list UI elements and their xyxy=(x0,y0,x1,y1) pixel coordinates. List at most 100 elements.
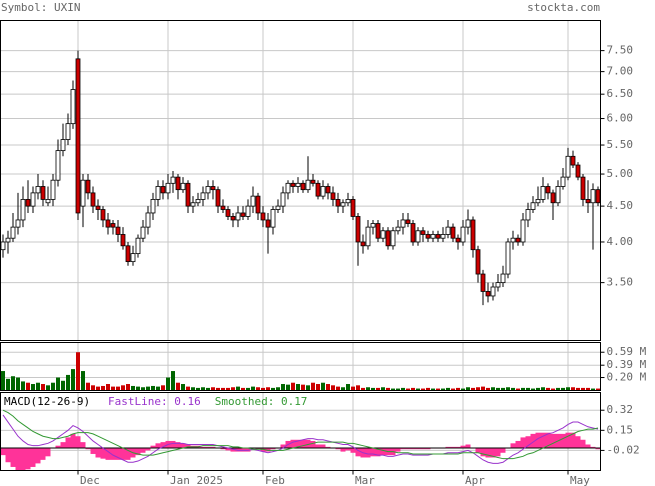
volume-bar xyxy=(546,387,550,391)
y-tick-label: 4.50 xyxy=(607,199,634,212)
legend: FastLine: 0.16 Smoothed: 0.17 xyxy=(108,395,307,408)
candle-body xyxy=(135,237,141,255)
volume-bar xyxy=(101,385,105,391)
candle-body xyxy=(450,226,456,239)
candle-body xyxy=(345,199,351,204)
macd-line xyxy=(2,409,599,460)
volume-bar xyxy=(591,388,595,391)
y-tick-label: 6.50 xyxy=(607,87,634,100)
candle-body xyxy=(80,179,86,207)
volume-bar xyxy=(551,388,555,391)
x-tick-label: Apr xyxy=(465,474,485,486)
histogram-bar xyxy=(490,448,496,458)
volume-bar xyxy=(576,387,580,391)
histogram-bar xyxy=(85,448,91,450)
histogram-bar xyxy=(180,443,186,449)
histogram-bar xyxy=(290,439,296,449)
candle-body xyxy=(435,234,441,239)
candle-body xyxy=(580,176,586,200)
volume-bar xyxy=(11,376,15,391)
candle-body xyxy=(275,205,281,210)
candle-body xyxy=(530,202,536,210)
histogram-bar xyxy=(320,444,326,449)
candle-body xyxy=(45,199,51,204)
candle-body xyxy=(205,186,211,194)
candle-body xyxy=(145,212,151,228)
histogram-bar xyxy=(260,448,266,452)
candle-body xyxy=(65,123,71,140)
histogram-bar xyxy=(395,448,401,452)
x-tick-label: May xyxy=(570,474,590,486)
candle-body xyxy=(320,186,326,197)
histogram-bar xyxy=(365,448,371,458)
volume-bar xyxy=(281,384,285,391)
x-tick-label: Feb xyxy=(265,474,285,486)
volume-bar xyxy=(521,387,525,391)
symbol-title: Symbol: UXIN xyxy=(1,1,80,14)
y-tick-label: 3.50 xyxy=(607,276,634,289)
volume-bar xyxy=(481,386,485,391)
candle-body xyxy=(525,209,531,221)
volume-bar xyxy=(486,387,490,391)
candle-body xyxy=(315,182,321,197)
volume-bar xyxy=(356,385,360,391)
histogram-bar xyxy=(270,448,276,450)
histogram-bar xyxy=(170,440,176,449)
volume-bar xyxy=(491,387,495,391)
candle-body xyxy=(70,89,76,125)
candle-body xyxy=(395,226,401,232)
histogram-bar xyxy=(510,443,516,449)
histogram-bar xyxy=(375,448,381,457)
histogram-bar xyxy=(535,432,541,449)
candle-body xyxy=(550,192,556,204)
histogram-bar xyxy=(255,448,261,450)
histogram-bar xyxy=(590,446,596,449)
volume-bar xyxy=(301,384,305,391)
histogram-bar xyxy=(200,446,206,449)
volume-bar xyxy=(276,387,280,391)
candle-body xyxy=(560,176,566,187)
y-tick-label: 0.15 xyxy=(607,423,634,436)
candle-body xyxy=(260,212,266,221)
candle-body xyxy=(40,186,46,200)
candle-body xyxy=(555,186,561,204)
candle-body xyxy=(465,219,471,228)
y-tick-label: 6.00 xyxy=(607,112,634,125)
volume-bar xyxy=(511,387,515,391)
volume-bar xyxy=(256,387,260,391)
candle-body xyxy=(265,219,271,228)
volume-bar xyxy=(266,387,270,391)
candle-body xyxy=(500,273,506,284)
volume-bar xyxy=(541,387,545,391)
candle-body xyxy=(355,216,361,243)
volume-bar xyxy=(186,386,190,391)
volume-bar xyxy=(46,385,50,391)
volume-bar xyxy=(251,386,255,391)
candle-body xyxy=(130,253,136,263)
candle-body xyxy=(170,176,176,184)
histogram-bar xyxy=(350,448,356,453)
histogram-bar xyxy=(15,448,21,471)
candle-body xyxy=(565,155,571,178)
candle-body xyxy=(240,212,246,217)
volume-bar xyxy=(206,387,210,391)
histogram-bar xyxy=(160,442,166,449)
histogram-bar xyxy=(45,448,51,457)
volume-bar xyxy=(56,377,60,391)
volume-bar xyxy=(296,384,300,391)
candle-body xyxy=(250,195,256,207)
candle-body xyxy=(575,164,581,178)
candle-body xyxy=(0,241,6,251)
candle-body xyxy=(165,182,171,194)
histogram-bar xyxy=(30,448,36,467)
volume-bar xyxy=(531,388,535,391)
candle-body xyxy=(335,199,341,207)
candle-body xyxy=(150,199,156,214)
histogram-bar xyxy=(335,448,341,450)
candle-body xyxy=(180,182,186,191)
volume-bar xyxy=(191,387,195,391)
candle-body xyxy=(380,230,386,239)
candle-body xyxy=(25,199,31,207)
histogram-bar xyxy=(55,445,61,449)
histogram-bar xyxy=(175,442,181,449)
